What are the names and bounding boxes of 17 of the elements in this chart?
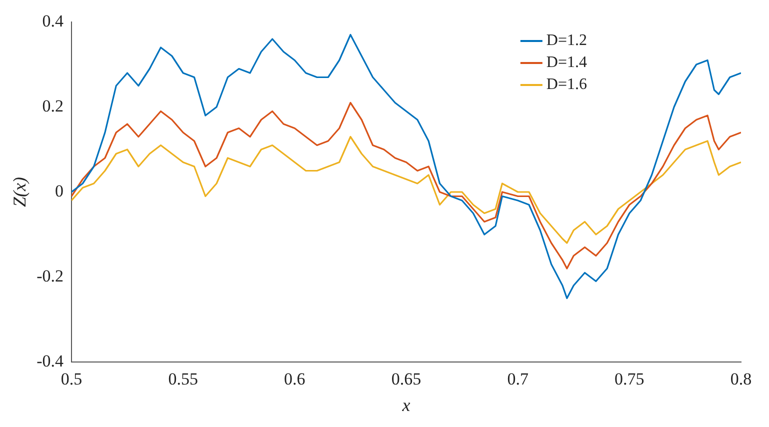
y-axis-title: Z(x) <box>10 177 30 207</box>
legend-label: D=1.6 <box>546 76 587 94</box>
legend-label: D=1.4 <box>546 54 587 72</box>
x-tick-label: 0.65 <box>391 370 422 389</box>
legend-label: D=1.2 <box>546 32 587 50</box>
y-tick-label: 0 <box>55 181 64 200</box>
y-tick-label: -0.2 <box>36 266 64 286</box>
x-tick-label: 0.55 <box>168 370 198 389</box>
y-tick-label: 0.2 <box>42 96 64 116</box>
x-tick-label: 0.5 <box>60 370 82 389</box>
x-tick-label: 0.75 <box>614 370 644 389</box>
x-tick-label: 0.7 <box>507 370 529 389</box>
x-tick-label: 0.8 <box>730 370 752 389</box>
y-tick-label: -0.4 <box>36 351 64 370</box>
x-tick-label: 0.6 <box>284 370 306 389</box>
x-axis-title: x <box>401 394 410 415</box>
y-tick-label: 0.4 <box>42 11 64 30</box>
